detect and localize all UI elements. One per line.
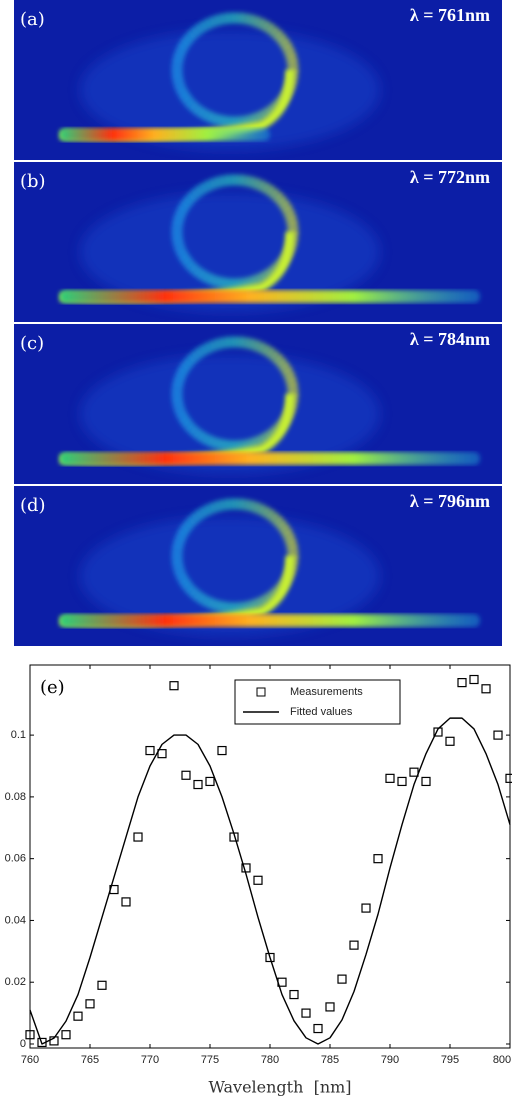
wavelength-label: λ = 772nm [410, 167, 490, 187]
x-tick-label: 780 [261, 1054, 279, 1066]
figure: (a) λ = 761nm (b) λ = 772nm (c) λ = 784nm (d) λ… [0, 0, 512, 1107]
y-tick-label: 0.04 [5, 914, 26, 926]
panel-label: (e) [40, 677, 65, 698]
wavelength-label: λ = 761nm [410, 5, 490, 25]
x-axis-label: Wavelength [nm] [208, 1078, 351, 1097]
x-tick-label: 765 [81, 1054, 99, 1066]
x-tick-label: 760 [21, 1054, 39, 1066]
panel-label: (c) [20, 333, 44, 354]
x-tick-label: 775 [201, 1054, 219, 1066]
x-tick-label: 770 [141, 1054, 159, 1066]
legend-label: Measurements [290, 686, 363, 698]
image-panel: (d) λ = 796nm [14, 486, 502, 646]
y-tick-label: 0.08 [5, 791, 26, 803]
legend-label: Fitted values [290, 706, 353, 718]
y-tick-label: 0 [20, 1038, 26, 1050]
waveguide [60, 452, 480, 465]
panel-label: (b) [20, 171, 46, 192]
x-tick-label: 790 [381, 1054, 399, 1066]
y-tick-label: 0.02 [5, 976, 26, 988]
waveguide [60, 128, 270, 141]
wavelength-label: λ = 784nm [410, 329, 490, 349]
wavelength-label: λ = 796nm [410, 491, 490, 511]
image-panel: (c) λ = 784nm [14, 324, 502, 484]
panel-label: (d) [20, 495, 46, 516]
image-panel: (a) λ = 761nm [14, 0, 502, 160]
x-tick-label: 785 [321, 1054, 339, 1066]
x-tick-label: 800 [493, 1054, 511, 1066]
panel-label: (a) [20, 9, 45, 30]
waveguide [60, 290, 480, 303]
y-tick-label: 0.1 [11, 729, 26, 741]
waveguide [60, 614, 480, 627]
y-tick-label: 0.06 [5, 853, 26, 865]
image-panel: (b) λ = 772nm [14, 162, 502, 322]
x-tick-label: 795 [441, 1054, 459, 1066]
